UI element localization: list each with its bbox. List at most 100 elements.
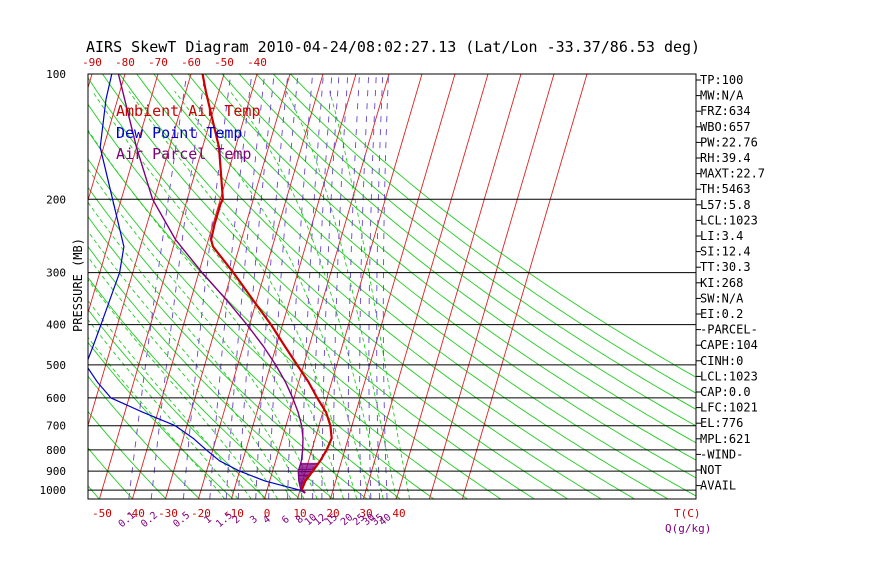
mixing-ratio-line <box>376 74 384 499</box>
isotherm-line <box>131 74 258 499</box>
y-tick-label: 100 <box>46 68 66 81</box>
mixing-ratio-line <box>268 74 299 499</box>
isotherm-line <box>230 74 357 499</box>
mixing-ratio-line <box>321 74 340 499</box>
x-tick-label-bottom: -30 <box>158 507 178 520</box>
stability-index: KI:268 <box>700 276 743 290</box>
isotherm-line <box>461 74 588 499</box>
stability-index: PW:22.76 <box>700 135 758 149</box>
series-line-ambient <box>201 74 333 494</box>
mixing-ratio-line <box>182 74 232 499</box>
legend-parcel: Air Parcel Temp <box>116 145 251 163</box>
stability-index: CAP:0.0 <box>700 385 751 399</box>
mixing-ratio-label: 6 <box>280 514 292 526</box>
series-line-dewpoint <box>88 74 306 494</box>
dry-adiabat-line <box>204 74 696 461</box>
dry-adiabat-line <box>238 74 696 427</box>
dry-adiabat-line <box>272 74 696 394</box>
stability-index: LCL:1023 <box>700 369 758 383</box>
x-tick-label-bottom: -40 <box>125 507 145 520</box>
plot-frame <box>87 73 697 500</box>
x-tick-label-bottom: 30 <box>359 507 372 520</box>
x-tick-label-bottom: -50 <box>92 507 112 520</box>
mixing-ratio-label: 8 <box>294 514 306 526</box>
stability-index: L57:5.8 <box>700 198 751 212</box>
stability-index: RH:39.4 <box>700 151 751 165</box>
isotherm-line <box>329 74 456 499</box>
y-tick-label: 800 <box>46 444 66 457</box>
moist-adiabat-line <box>229 90 384 499</box>
y-tick-label: 500 <box>46 359 66 372</box>
stability-index: EL:776 <box>700 416 743 430</box>
y-tick-label: 900 <box>46 465 66 478</box>
dry-adiabat-line <box>290 74 696 378</box>
x-unit-mix: Q(g/kg) <box>665 522 711 535</box>
stability-index: -PARCEL- <box>700 323 758 337</box>
stability-index: MPL:621 <box>700 432 751 446</box>
x-tick-label-bottom: 10 <box>293 507 306 520</box>
moist-adiabat-line <box>88 299 252 499</box>
isotherm-line <box>362 74 489 499</box>
stability-index: LI:3.4 <box>700 229 743 243</box>
isotherm-line <box>88 74 192 427</box>
stability-index: WBO:657 <box>700 120 751 134</box>
stability-index: CINH:0 <box>700 354 743 368</box>
mixing-ratio-line <box>347 74 360 499</box>
stability-index: TP:100 <box>700 73 743 87</box>
stability-index: SI:12.4 <box>700 245 751 259</box>
y-tick-label: 700 <box>46 420 66 433</box>
series-line-parcel <box>117 74 306 494</box>
moist-adiabat-line <box>88 256 278 499</box>
moist-adiabat-line <box>88 279 265 499</box>
isotherm-line <box>296 74 423 499</box>
mixing-ratio-line <box>209 74 253 499</box>
mixing-ratio-line <box>150 74 206 499</box>
isotherm-line <box>98 74 225 499</box>
y-tick-label: 200 <box>46 193 66 206</box>
profile-series <box>88 74 333 494</box>
stability-index: EI:0.2 <box>700 307 743 321</box>
x-tick-label-top: -80 <box>115 56 135 69</box>
mixing-ratio-line <box>368 74 377 499</box>
stability-index: TH:5463 <box>700 182 751 196</box>
y-axis-label: PRESSURE (MB) <box>71 238 85 332</box>
legend-ambient: Ambient Air Temp <box>116 102 261 120</box>
stability-index: FRZ:634 <box>700 104 751 118</box>
dry-adiabat-line <box>221 74 696 444</box>
x-tick-label-top: -50 <box>214 56 234 69</box>
mixing-ratio-label: 3 <box>248 514 260 526</box>
x-tick-label-top: -60 <box>181 56 201 69</box>
mixing-ratio-line <box>237 74 275 499</box>
moist-adiabats <box>88 90 411 499</box>
x-unit-temp: T(C) <box>674 507 701 520</box>
stability-index: MW:N/A <box>700 89 744 103</box>
mixing-ratio-label: 1 <box>202 514 214 526</box>
mixing-ratio-line <box>225 74 266 499</box>
stability-index: SW:N/A <box>700 291 744 305</box>
stability-index: MAXT:22.7 <box>700 167 765 181</box>
moist-adiabat-line <box>88 318 239 499</box>
stability-index: AVAIL <box>700 479 736 493</box>
legend: Ambient Air Temp Dew Point Temp Air Parc… <box>116 102 261 163</box>
isotherm-line <box>395 74 522 499</box>
x-tick-label-top: -70 <box>148 56 168 69</box>
stability-index: TT:30.3 <box>700 260 751 274</box>
stability-index: LFC:1021 <box>700 401 758 415</box>
stability-index: NOT <box>700 463 722 477</box>
x-tick-label-bottom: -20 <box>191 507 211 520</box>
moist-adiabat-line <box>88 168 318 499</box>
y-tick-label: 400 <box>46 319 66 332</box>
moist-adiabat-line <box>329 91 411 499</box>
y-tick-label: 1000 <box>40 484 67 497</box>
dry-adiabat-line <box>255 74 696 410</box>
stability-index: CAPE:104 <box>700 338 758 352</box>
mixing-ratio-line <box>359 74 370 499</box>
mixing-ratio-lines <box>128 74 389 499</box>
mixing-ratio-label: 2 <box>231 514 243 526</box>
isotherm-line <box>88 74 126 202</box>
